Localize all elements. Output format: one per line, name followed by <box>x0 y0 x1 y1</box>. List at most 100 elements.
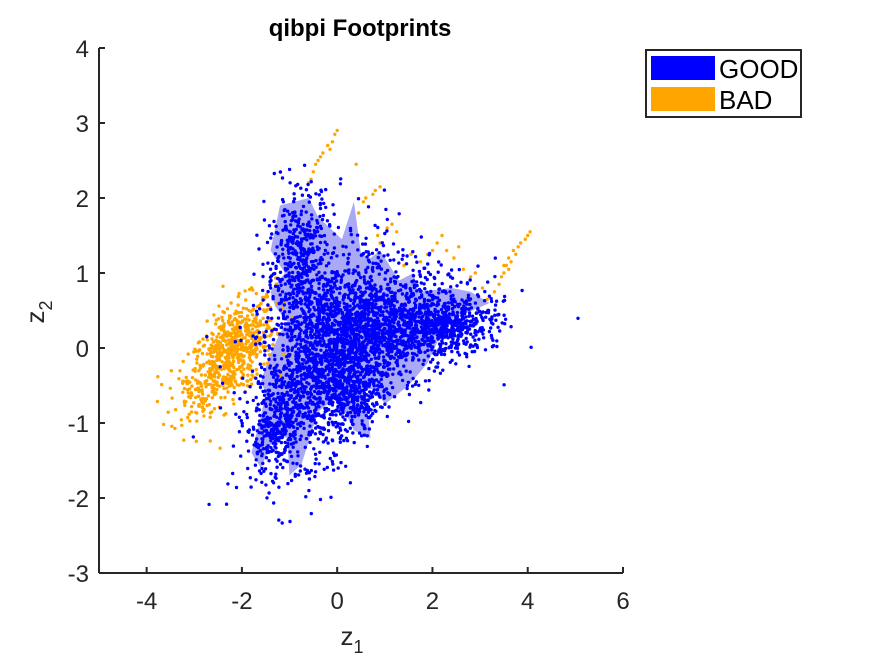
point-good <box>288 437 293 442</box>
point-good <box>433 316 437 321</box>
point-bad <box>215 383 219 387</box>
point-good <box>328 386 332 391</box>
point-good <box>288 278 292 282</box>
point-good <box>274 405 279 410</box>
point-bad <box>262 323 266 327</box>
point-good <box>468 302 472 307</box>
point-good <box>420 295 424 299</box>
point-good <box>494 318 498 322</box>
point-good <box>409 289 413 293</box>
point-good <box>387 286 392 291</box>
point-bad <box>250 344 254 348</box>
point-good <box>392 356 396 360</box>
point-good <box>327 261 331 265</box>
point-good <box>262 367 267 372</box>
point-good <box>264 483 268 487</box>
point-good <box>457 321 461 325</box>
point-bad <box>210 396 214 400</box>
point-bad <box>217 304 221 308</box>
point-bad <box>159 382 164 387</box>
point-good <box>413 297 418 301</box>
point-good <box>381 243 386 248</box>
point-good <box>283 310 287 314</box>
point-bad <box>189 394 193 398</box>
point-good <box>263 349 267 353</box>
point-good <box>239 419 243 423</box>
point-good <box>407 300 411 304</box>
point-good <box>284 373 288 377</box>
point-good <box>358 305 363 310</box>
point-good <box>360 422 364 426</box>
point-good <box>344 245 348 249</box>
point-good <box>382 338 387 342</box>
point-bad <box>259 323 263 327</box>
point-good <box>432 275 436 280</box>
point-good <box>423 350 427 354</box>
point-good <box>328 456 332 461</box>
point-good <box>369 274 373 279</box>
point-good <box>352 268 356 272</box>
point-good <box>278 170 283 174</box>
point-good <box>304 471 309 475</box>
point-bad <box>220 360 224 364</box>
point-good <box>392 395 397 399</box>
point-bad <box>220 351 224 355</box>
point-good <box>295 338 299 342</box>
point-good <box>330 409 334 414</box>
point-good <box>264 320 269 324</box>
point-bad <box>239 314 244 319</box>
point-good <box>374 292 378 296</box>
point-good <box>396 338 400 342</box>
point-good <box>272 384 277 389</box>
point-good <box>309 284 314 289</box>
point-good <box>348 291 353 295</box>
point-good <box>423 319 427 324</box>
point-bad <box>222 322 226 326</box>
point-good <box>387 350 391 354</box>
point-good <box>317 270 321 274</box>
point-good <box>417 383 421 387</box>
point-bad <box>173 426 177 431</box>
point-good <box>302 377 307 381</box>
point-good <box>294 265 298 270</box>
point-good <box>407 322 411 326</box>
point-good <box>349 419 354 424</box>
point-bad <box>261 330 266 335</box>
point-good <box>251 303 256 308</box>
point-bad <box>231 372 235 376</box>
point-good <box>280 521 284 525</box>
point-good <box>390 342 394 346</box>
point-bad <box>231 397 235 402</box>
point-good <box>476 264 480 268</box>
point-good <box>291 296 295 300</box>
point-good <box>281 316 286 321</box>
point-good <box>333 355 337 359</box>
point-good <box>383 271 388 275</box>
point-good <box>335 332 339 336</box>
point-good <box>332 328 337 332</box>
point-good <box>415 289 419 293</box>
point-good <box>284 459 289 463</box>
point-bad <box>224 334 229 338</box>
point-good <box>353 291 358 295</box>
point-good <box>287 363 291 368</box>
point-good <box>357 410 362 414</box>
point-good <box>295 283 299 288</box>
point-good <box>367 427 372 431</box>
point-good <box>313 325 318 330</box>
point-good <box>431 357 435 362</box>
point-good <box>358 378 363 382</box>
point-bad <box>214 391 218 395</box>
point-good <box>353 414 357 419</box>
point-good <box>269 236 273 240</box>
point-good <box>289 454 294 459</box>
point-good <box>303 251 308 256</box>
point-good <box>272 414 276 418</box>
point-bad <box>226 354 230 358</box>
point-good <box>474 322 478 326</box>
point-good <box>299 212 303 217</box>
point-good <box>291 215 295 219</box>
point-good <box>292 197 297 201</box>
point-bad <box>194 410 198 415</box>
point-bad <box>181 379 185 383</box>
